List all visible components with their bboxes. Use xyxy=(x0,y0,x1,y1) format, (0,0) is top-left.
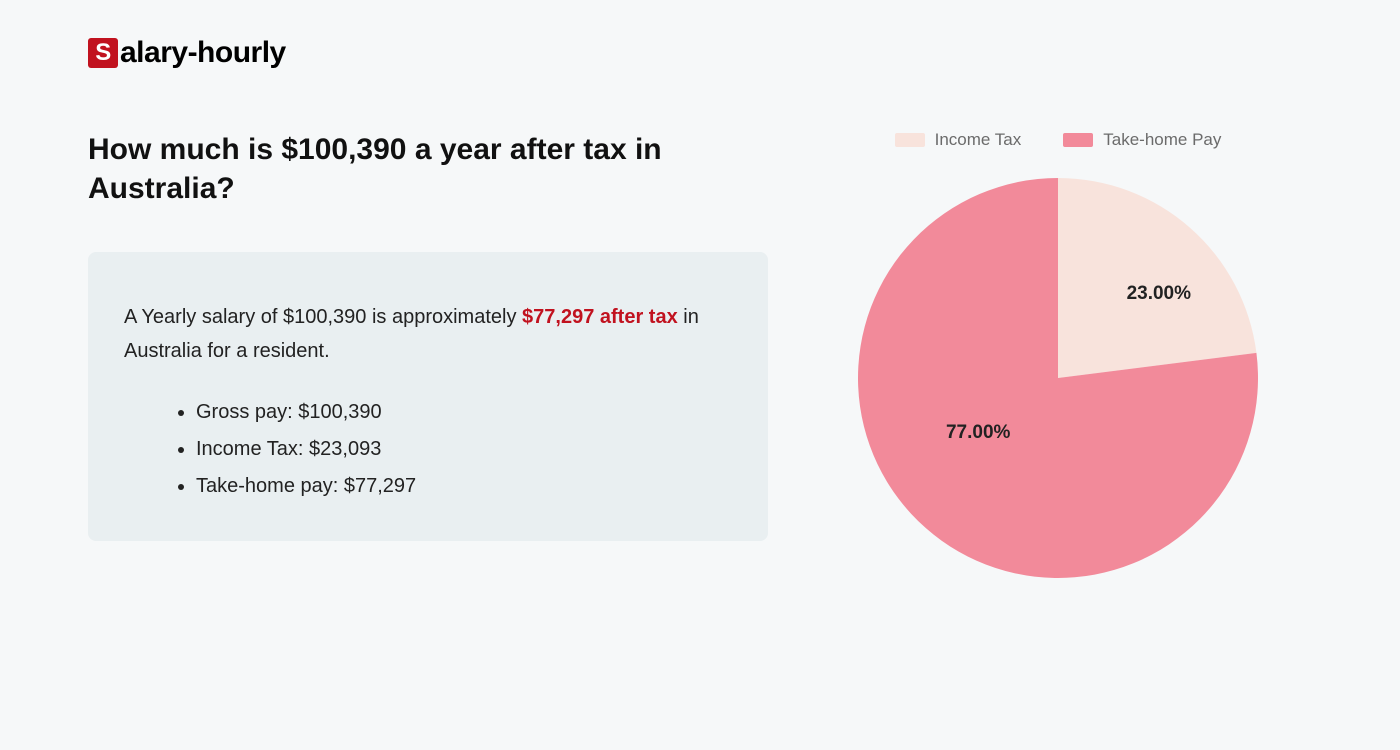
slice-label: 23.00% xyxy=(1127,283,1191,305)
right-column: Income Tax Take-home Pay 23.00% 77.00% xyxy=(828,130,1288,588)
page-title: How much is $100,390 a year after tax in… xyxy=(88,130,768,208)
summary-highlight: $77,297 after tax xyxy=(522,306,678,328)
legend-label: Income Tax xyxy=(935,130,1022,150)
legend-item: Take-home Pay xyxy=(1063,130,1221,150)
legend-swatch xyxy=(895,133,925,147)
legend-item: Income Tax xyxy=(895,130,1022,150)
content-row: How much is $100,390 a year after tax in… xyxy=(88,130,1312,588)
summary-box: A Yearly salary of $100,390 is approxima… xyxy=(88,252,768,541)
pie-svg xyxy=(848,168,1268,588)
page: Salary-hourly How much is $100,390 a yea… xyxy=(0,0,1400,588)
logo-badge: S xyxy=(88,38,118,68)
list-item: Take-home pay: $77,297 xyxy=(196,468,732,505)
pie-chart: 23.00% 77.00% xyxy=(848,168,1268,588)
chart-legend: Income Tax Take-home Pay xyxy=(828,130,1288,150)
logo-text: alary-hourly xyxy=(120,36,286,70)
left-column: How much is $100,390 a year after tax in… xyxy=(88,130,768,588)
site-logo: Salary-hourly xyxy=(88,36,1312,70)
bullet-list: Gross pay: $100,390 Income Tax: $23,093 … xyxy=(124,394,732,505)
summary-text: A Yearly salary of $100,390 is approxima… xyxy=(124,300,732,368)
list-item: Gross pay: $100,390 xyxy=(196,394,732,431)
legend-label: Take-home Pay xyxy=(1103,130,1221,150)
summary-prefix: A Yearly salary of $100,390 is approxima… xyxy=(124,306,522,328)
legend-swatch xyxy=(1063,133,1093,147)
slice-label: 77.00% xyxy=(946,422,1010,444)
list-item: Income Tax: $23,093 xyxy=(196,431,732,468)
